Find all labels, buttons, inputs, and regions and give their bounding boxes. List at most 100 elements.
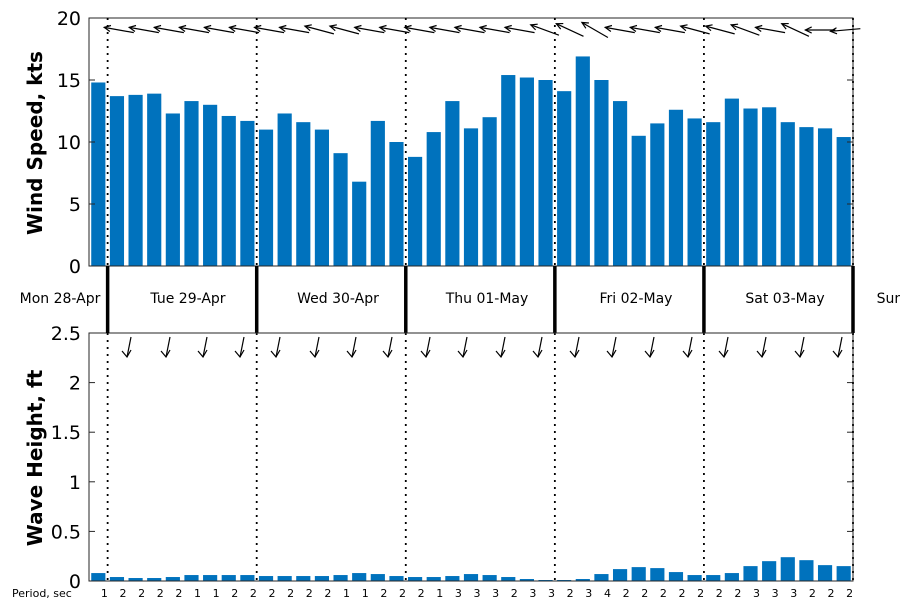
wave-direction-arrowhead [569,349,580,359]
wave-direction-arrow [723,336,729,358]
period-value: 2 [641,587,648,600]
wind-speed-axis-label: Wind Speed, kts [23,51,47,235]
wind-direction-arrowhead [503,24,512,32]
wind-direction-arrow [504,26,535,34]
wind-ytick-label: 10 [57,132,81,154]
wave-bar [575,579,590,581]
wave-bar [519,579,534,581]
wind-bar [724,98,739,266]
wind-bar [333,153,348,266]
wind-direction-arrowhead [580,21,589,29]
wave-bar [743,566,758,581]
wind-direction-arrow [279,26,310,34]
wind-bar [408,156,423,266]
wind-bar [240,120,255,266]
wave-direction-arrow [165,336,171,358]
wind-direction-arrowhead [353,24,362,32]
wave-ytick-label: 0.5 [51,521,81,543]
wind-bar [650,123,665,267]
wave-direction-arrowhead [718,349,729,359]
wave-direction-arrowhead [420,349,431,359]
period-axis-label: Period, sec [12,587,72,600]
wave-direction-arrowhead [606,349,617,359]
wind-direction-arrow [705,25,735,35]
wave-bar [445,576,460,581]
period-value: 3 [585,587,592,600]
wave-direction-arrowhead [346,349,357,359]
period-value: 2 [567,587,574,600]
wind-direction-arrowhead [603,24,613,32]
wave-ytick-label: 2 [69,373,81,395]
wind-direction-arrow [655,26,685,34]
wind-direction-arrow [379,26,410,34]
wave-direction-arrowhead [457,349,468,359]
wind-bar [501,75,516,266]
wind-bar [780,122,795,266]
day-label: Fri 02-May [600,291,673,307]
wave-ytick-label: 1 [69,472,81,494]
wind-bar [445,101,460,266]
wave-direction-arrow [611,336,617,358]
period-value: 2 [287,587,294,600]
wave-height-axis-label: Wave Height, ft [23,369,47,546]
wind-direction-arrowhead [253,24,262,32]
wave-bar [799,560,814,581]
period-value: 1 [343,587,350,600]
wave-bar [296,576,311,581]
wind-ytick-label: 20 [57,8,81,30]
wave-direction-arrowhead [495,349,506,359]
wind-bar [817,128,833,266]
wave-direction-arrow [202,336,208,358]
wind-direction-arrow [755,26,786,34]
wind-bar [91,82,106,266]
wind-direction-arrowhead [628,24,638,32]
wave-bar [463,574,479,581]
wind-bar [296,122,311,266]
wind-bar [109,96,125,267]
wind-direction-arrowhead [704,24,713,32]
wave-direction-arrow [351,336,357,358]
wave-bar [184,575,199,581]
wave-direction-arrow [837,336,843,358]
period-value: 2 [250,587,257,600]
wind-direction-arrowhead [403,24,412,32]
wave-bar [370,574,385,581]
wind-direction-arrow [479,26,510,34]
wave-direction-arrowhead [234,349,245,359]
period-value: 2 [623,587,630,600]
wind-bar [370,120,385,266]
day-label: Sat 03-May [745,291,824,307]
wind-bar [799,127,814,267]
period-value: 2 [716,587,723,600]
wind-bar [743,108,758,267]
wind-direction-arrow [354,26,385,34]
wave-bar [724,573,739,581]
wave-height-chart: 00.511.522.51 2 2 2 2 1 1 2 2 2 2 2 2 1 1 2 2 2 1 3 3 3 2 3 3 2 3 4… [51,323,854,600]
wave-bar [501,577,516,581]
wind-direction-arrowhead [378,24,387,32]
period-value: 1 [101,587,108,600]
wind-direction-arrowhead [653,24,663,32]
wave-direction-arrow [574,336,580,358]
wave-direction-arrowhead [309,349,320,359]
wave-bar [333,575,348,581]
wind-bar [389,142,404,266]
wave-bar [258,576,274,581]
wave-ytick-label: 1.5 [51,422,81,444]
wind-direction-arrowhead [278,24,287,32]
wave-ytick-label: 2.5 [51,323,81,345]
wind-bar [706,122,721,266]
wind-direction-arrowhead [780,22,789,30]
wave-bar [668,572,684,581]
wind-direction-arrow [730,24,760,36]
period-value: 1 [362,587,369,600]
wave-direction-arrowhead [644,349,655,359]
day-label: Thu 01-May [445,291,529,307]
wind-bar [762,107,777,266]
wind-direction-arrow [304,25,335,35]
wave-direction-arrowhead [794,349,805,359]
wave-bar [203,575,218,581]
wind-direction-arrow [179,26,210,34]
wind-bar [258,129,274,266]
